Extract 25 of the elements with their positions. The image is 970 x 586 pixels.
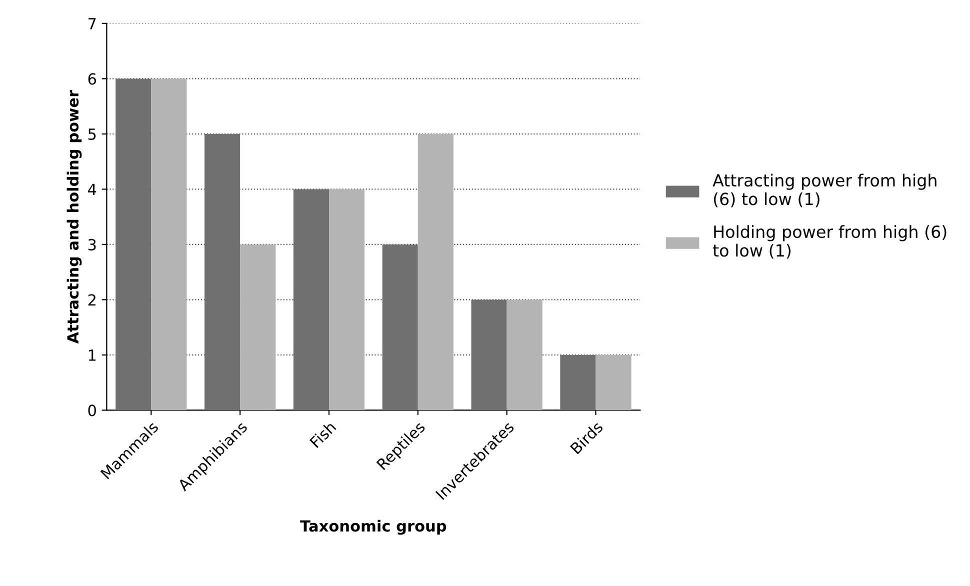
- bar: [204, 134, 240, 410]
- y-axis-title: Attracting and holding power: [66, 90, 82, 344]
- bar: [151, 78, 187, 410]
- y-tick-label: 1: [88, 350, 96, 361]
- x-tick-label: Fish: [309, 420, 336, 448]
- legend-label: Holding power from high (6) to low (1): [712, 225, 946, 259]
- x-axis-title: Taxonomic group: [300, 520, 446, 535]
- bar: [596, 354, 632, 410]
- y-tick-label: 6: [88, 73, 96, 85]
- bar: [328, 189, 365, 410]
- bar: [471, 300, 507, 410]
- y-tick-label: 7: [88, 18, 96, 30]
- bar: [382, 244, 418, 410]
- bar: [116, 78, 152, 410]
- y-tick-label: 0: [88, 404, 96, 416]
- y-tick-label: 5: [88, 128, 96, 140]
- bar: [418, 134, 454, 410]
- y-tick-label: 3: [88, 238, 96, 250]
- bar: [240, 244, 276, 410]
- bar: [560, 354, 596, 410]
- bar: [293, 189, 329, 410]
- legend-label: Attracting power from high (6) to low (1): [712, 174, 936, 208]
- bar: [506, 300, 542, 410]
- y-tick-label: 2: [88, 294, 96, 306]
- y-tick-label: 4: [88, 184, 96, 195]
